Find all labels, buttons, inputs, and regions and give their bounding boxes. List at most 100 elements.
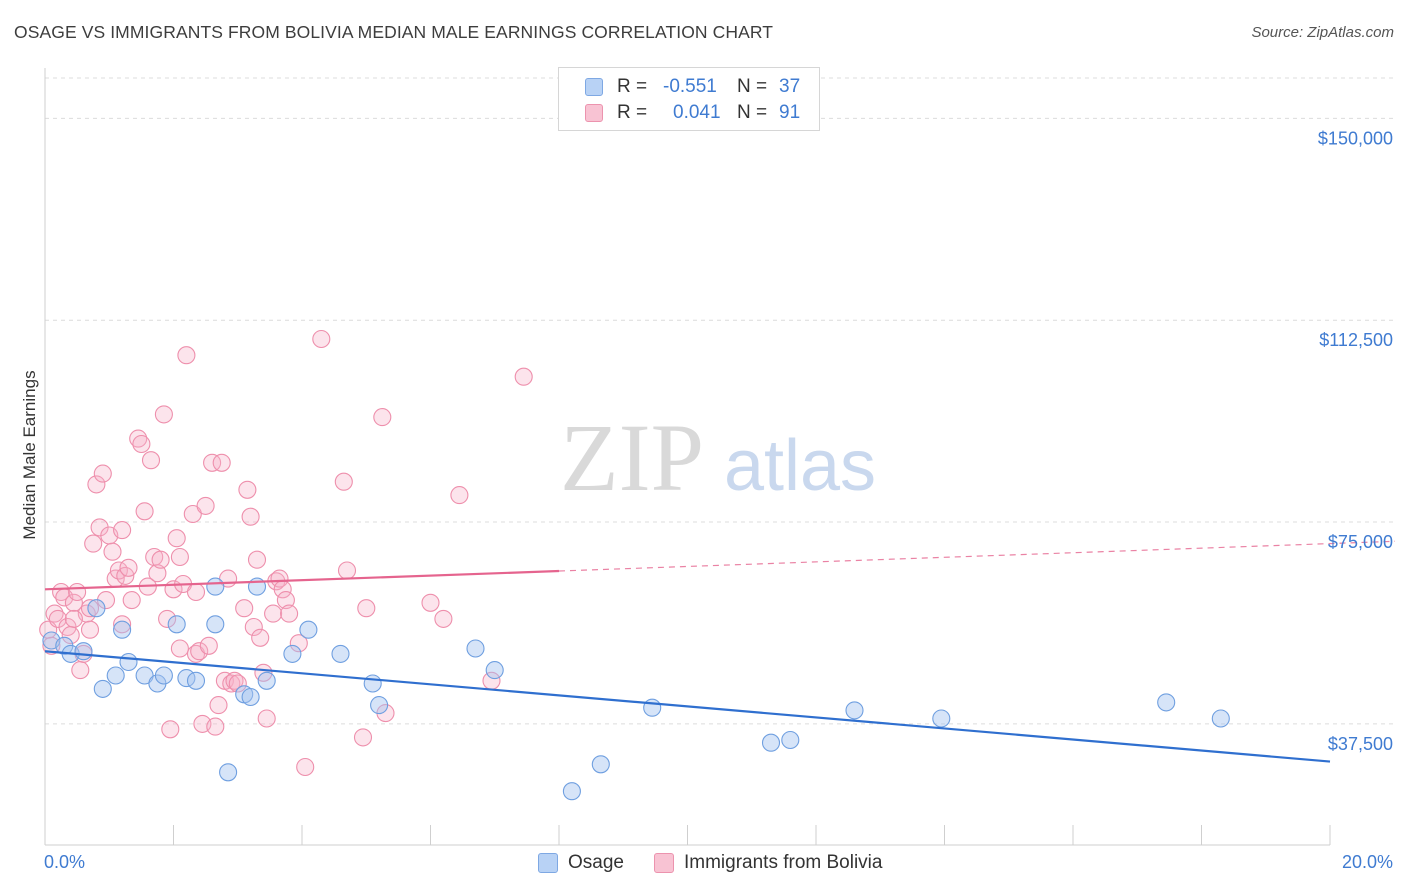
osage-point xyxy=(781,730,800,750)
osage-point xyxy=(370,696,389,715)
osage-point xyxy=(87,599,106,618)
bolivia-point xyxy=(158,609,177,628)
bolivia-point xyxy=(206,717,225,736)
bolivia-point xyxy=(64,593,83,612)
bolivia-point xyxy=(334,472,353,491)
bolivia-swatch xyxy=(585,104,603,122)
bolivia-point xyxy=(186,644,206,663)
bolivia-point xyxy=(80,599,100,618)
axis-layer xyxy=(44,68,1331,846)
legend-label-osage: Osage xyxy=(568,852,624,873)
osage-point xyxy=(206,577,225,596)
bolivia-point xyxy=(183,504,202,524)
bolivia-point xyxy=(235,599,254,618)
legend-item-bolivia: Immigrants from Bolivia xyxy=(653,852,883,874)
bolivia-point xyxy=(122,591,141,610)
osage-swatch xyxy=(585,78,603,96)
bolivia-point xyxy=(222,674,241,693)
y-tick-label: $150,000 xyxy=(1318,128,1393,148)
bolivia-point xyxy=(450,486,469,505)
bolivia-point xyxy=(84,534,103,553)
r-label: R = xyxy=(617,76,648,97)
bolivia-point xyxy=(103,542,122,561)
bolivia-point xyxy=(129,429,148,448)
bolivia-point xyxy=(132,434,151,454)
bolivia-point xyxy=(280,604,299,623)
bolivia-point xyxy=(186,582,206,602)
osage-point xyxy=(119,652,138,672)
osage-point xyxy=(562,782,581,801)
bolivia-point xyxy=(141,451,161,470)
bolivia-point xyxy=(42,636,61,655)
y-tick-label: $75,000 xyxy=(1328,532,1393,552)
bolivia-point xyxy=(71,661,90,680)
osage-point xyxy=(299,620,318,639)
osage-point xyxy=(591,755,610,774)
osage-point xyxy=(1211,709,1230,728)
osage-point xyxy=(283,644,302,663)
series-legend: Osage Immigrants from Bolivia xyxy=(538,852,912,874)
osage-points xyxy=(42,577,1230,801)
y-tick-label: $37,500 xyxy=(1328,734,1393,754)
bolivia-point xyxy=(212,453,231,472)
osage-swatch xyxy=(538,853,558,873)
bolivia-point xyxy=(434,609,453,628)
bolivia-point xyxy=(241,507,260,526)
bolivia-point xyxy=(113,521,132,540)
osage-point xyxy=(643,698,662,717)
bolivia-point xyxy=(421,593,440,612)
osage-point xyxy=(186,671,206,690)
bolivia-point xyxy=(190,642,209,661)
osage-point xyxy=(206,615,225,634)
r-value: -0.551 xyxy=(663,76,717,97)
bolivia-point xyxy=(119,558,138,577)
bolivia-point xyxy=(225,671,244,690)
bolivia-point xyxy=(93,464,112,483)
bolivia-point xyxy=(87,475,106,494)
bolivia-point xyxy=(244,617,263,637)
y-tick-label: $112,500 xyxy=(1319,330,1393,350)
bolivia-point xyxy=(161,720,180,739)
legend-label-bolivia: Immigrants from Bolivia xyxy=(683,852,883,873)
bolivia-point xyxy=(514,367,533,386)
bolivia-point xyxy=(151,550,170,569)
bolivia-point xyxy=(64,609,83,628)
bolivia-point xyxy=(337,561,357,580)
r-value: 0.041 xyxy=(673,102,721,123)
x-tick-label: 0.0% xyxy=(44,852,85,872)
r-label: R = xyxy=(617,102,648,123)
bolivia-point xyxy=(177,346,196,365)
bolivia-point xyxy=(45,604,64,623)
osage-point xyxy=(106,666,125,685)
bolivia-point xyxy=(257,709,276,728)
bolivia-point xyxy=(312,329,331,349)
bolivia-point xyxy=(251,628,270,647)
source-label: Source: ZipAtlas.com xyxy=(1251,24,1394,41)
bolivia-swatch xyxy=(653,853,674,873)
bolivia-point xyxy=(68,582,87,602)
osage-point xyxy=(761,733,781,752)
bolivia-point xyxy=(296,757,315,777)
y-axis-label: Median Male Earnings xyxy=(20,370,39,539)
bolivia-trend-extension xyxy=(558,540,1396,572)
bolivia-point xyxy=(167,529,186,548)
bolivia-points xyxy=(39,329,533,777)
bolivia-point xyxy=(264,604,283,623)
bolivia-point xyxy=(209,696,228,715)
bolivia-point xyxy=(154,405,173,424)
bolivia-point xyxy=(113,615,132,634)
bolivia-point xyxy=(357,599,376,618)
osage-point xyxy=(219,763,238,782)
bolivia-point xyxy=(199,636,218,655)
legend-row-osage: R = -0.551 N = 37 xyxy=(585,74,800,100)
osage-point xyxy=(257,671,276,690)
osage-point xyxy=(113,620,132,639)
bolivia-point xyxy=(196,496,215,515)
bolivia-point xyxy=(238,480,257,499)
osage-point xyxy=(74,642,93,661)
watermark: ZIP atlas xyxy=(560,404,876,511)
watermark-zip: ZIP xyxy=(560,404,704,511)
osage-point xyxy=(331,644,350,663)
osage-point xyxy=(363,674,382,693)
